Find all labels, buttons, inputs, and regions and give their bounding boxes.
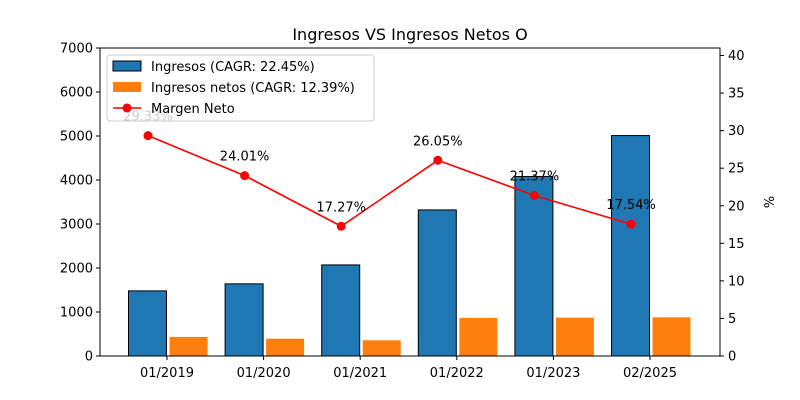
y2-tick-label: 40 bbox=[728, 49, 745, 64]
legend-label-ingresos-netos: Ingresos netos (CAGR: 12.39%) bbox=[151, 81, 355, 96]
margin-point bbox=[433, 155, 443, 165]
y2-tick-label: 30 bbox=[728, 124, 745, 139]
bar-ingresos bbox=[224, 283, 264, 357]
bars-layer bbox=[128, 135, 691, 357]
margin-point bbox=[529, 190, 539, 200]
margin-data-label: 17.54% bbox=[606, 198, 656, 213]
legend-label-ingresos: Ingresos (CAGR: 22.45%) bbox=[151, 60, 315, 75]
bar-ingresos-netos bbox=[266, 338, 305, 356]
x-tick-label: 02/2025 bbox=[623, 366, 677, 381]
y2-axis-label: % bbox=[760, 196, 775, 208]
margin-data-label: 26.05% bbox=[413, 134, 463, 149]
x-tick-label: 01/2023 bbox=[526, 366, 580, 381]
legend-swatch-margen-marker bbox=[122, 103, 132, 113]
margin-line bbox=[147, 134, 632, 228]
bar-ingresos bbox=[128, 290, 167, 357]
y2-tick-label: 0 bbox=[728, 350, 736, 365]
y2-tick-label: 5 bbox=[728, 312, 736, 327]
y-tick-label: 1000 bbox=[60, 306, 93, 321]
y-tick-label: 6000 bbox=[60, 86, 93, 101]
margin-data-label: 17.27% bbox=[316, 200, 366, 215]
x-tick-label: 01/2020 bbox=[237, 366, 291, 381]
legend: Ingresos (CAGR: 22.45%) Ingresos netos (C… bbox=[106, 54, 375, 122]
y-tick-label: 4000 bbox=[60, 174, 93, 189]
bar-ingresos bbox=[514, 175, 554, 357]
y-tick-label: 5000 bbox=[60, 130, 93, 145]
margin-point bbox=[626, 219, 636, 229]
margin-point bbox=[336, 221, 346, 231]
bar-ingresos bbox=[321, 264, 361, 357]
chart-title: Ingresos VS Ingresos Netos O bbox=[292, 25, 527, 44]
legend-label-margen: Margen Neto bbox=[151, 102, 235, 117]
axes-layer: 0 1000 2000 3000 4000 5000 6000 7000 0 5 10 15 20 25 3… bbox=[60, 42, 745, 382]
y-tick-label: 7000 bbox=[60, 42, 93, 57]
y2-tick-label: 25 bbox=[728, 162, 745, 177]
y2-tick-label: 15 bbox=[728, 237, 745, 252]
y2-tick-label: 35 bbox=[728, 87, 745, 102]
margin-data-label: 21.37% bbox=[510, 169, 560, 184]
bar-ingresos-netos bbox=[652, 317, 691, 356]
bar-ingresos-netos bbox=[169, 336, 208, 356]
plot-frame bbox=[99, 47, 721, 357]
bar-ingresos-netos bbox=[362, 340, 401, 356]
y2-tick-label: 10 bbox=[728, 274, 745, 289]
bar-ingresos bbox=[611, 135, 650, 357]
y2-tick-label: 20 bbox=[728, 199, 745, 214]
y-tick-label: 0 bbox=[85, 350, 93, 365]
x-tick-label: 01/2022 bbox=[430, 366, 484, 381]
legend-swatch-ingresos-netos bbox=[113, 82, 141, 92]
y-tick-label: 2000 bbox=[60, 262, 93, 277]
bar-ingresos-netos bbox=[555, 317, 594, 356]
bar-ingresos bbox=[417, 209, 457, 357]
y-tick-label: 3000 bbox=[60, 218, 93, 233]
margin-data-label: 24.01% bbox=[220, 150, 270, 165]
margin-point bbox=[240, 171, 250, 181]
legend-box bbox=[106, 54, 375, 122]
legend-swatch-ingresos bbox=[112, 60, 142, 72]
margin-point bbox=[143, 131, 153, 141]
bar-ingresos-netos bbox=[459, 317, 498, 356]
x-tick-label: 01/2021 bbox=[333, 366, 387, 381]
x-tick-label: 01/2019 bbox=[140, 366, 194, 381]
